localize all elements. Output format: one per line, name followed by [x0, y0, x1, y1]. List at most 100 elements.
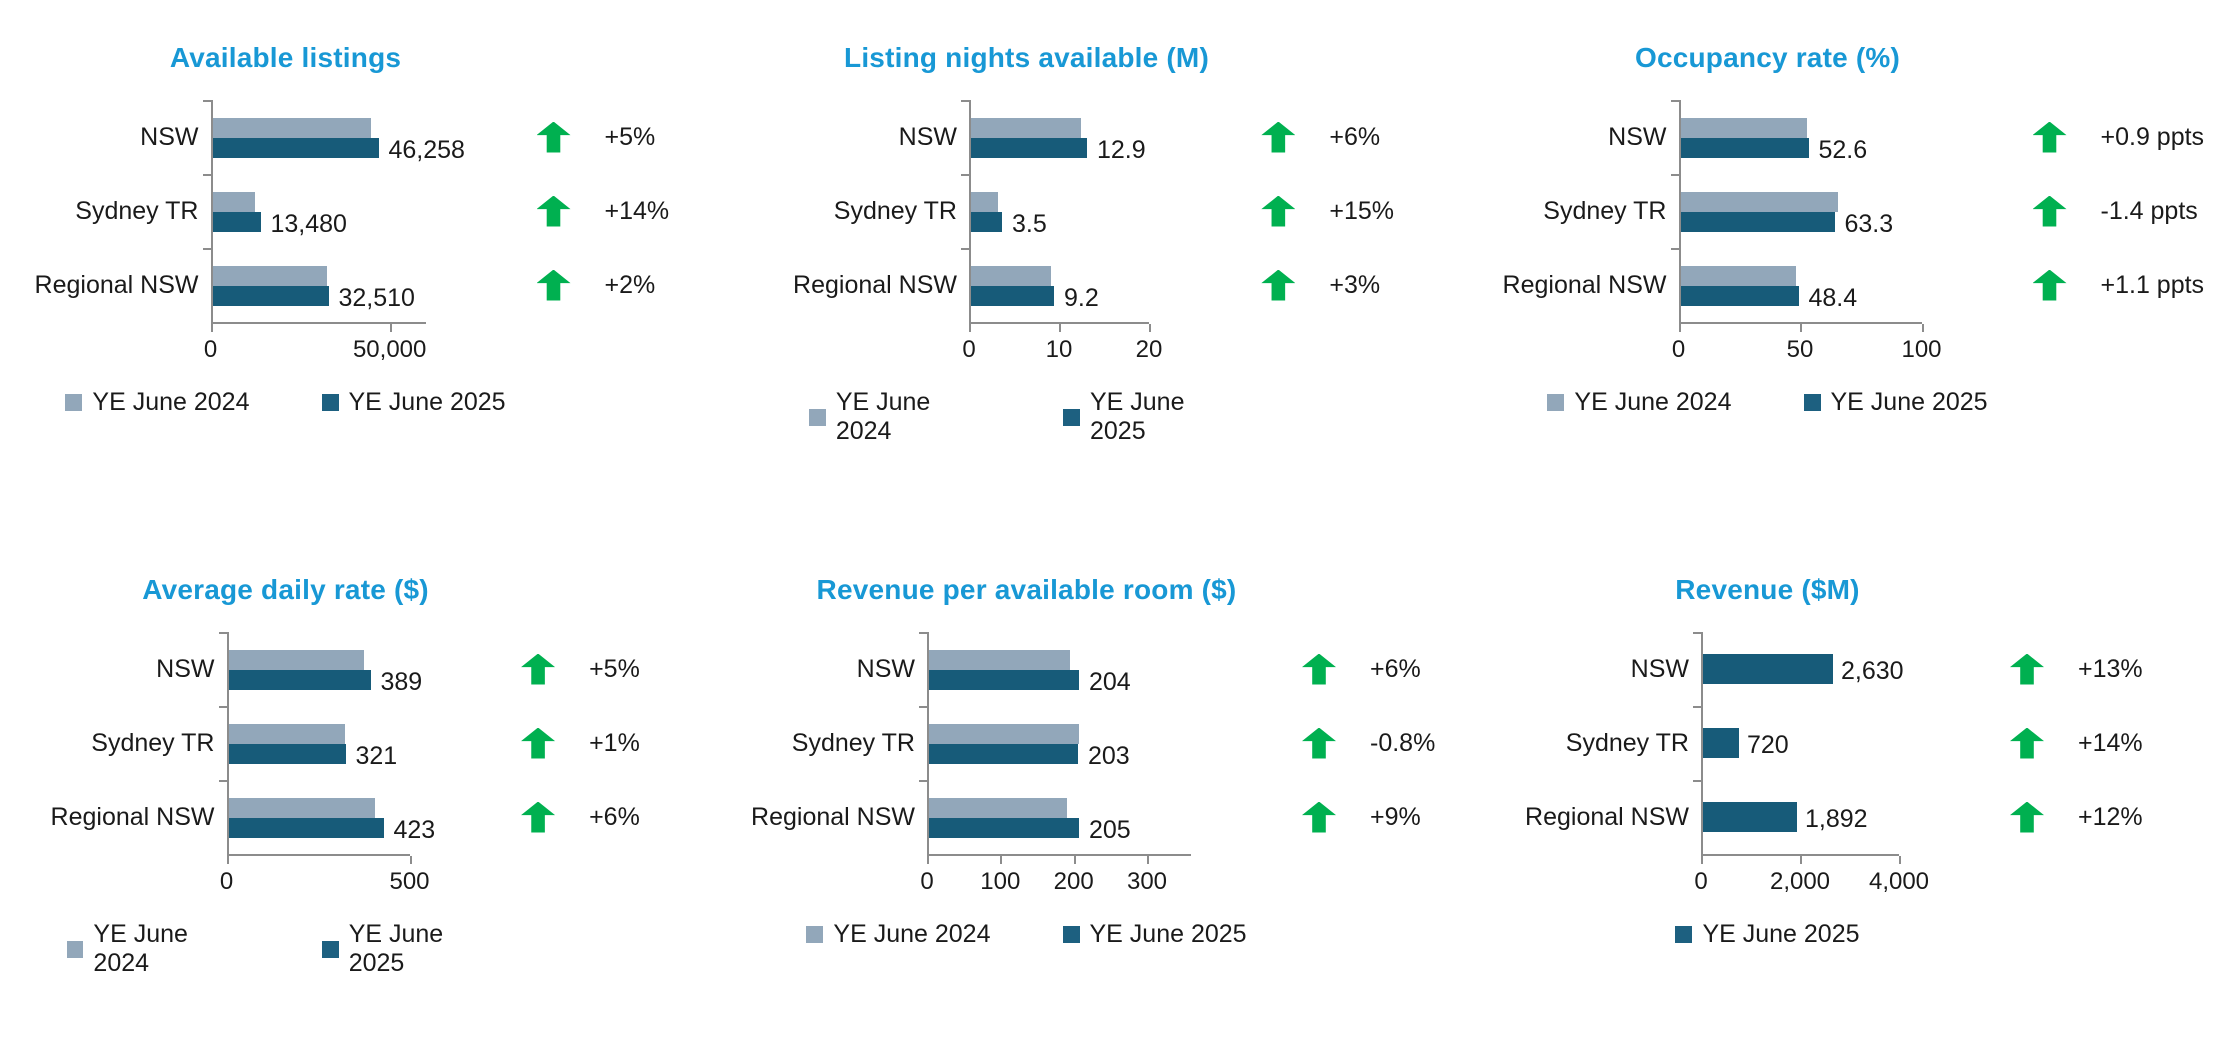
bar-ye-june-2025 [228, 818, 384, 838]
plot-left-column: NSW Sydney TR Regional NSW 52.6 63.3 48.4 0 5… [1503, 100, 2017, 417]
x-axis-tick-label: 50,000 [352, 336, 427, 363]
change-label: +13% [2078, 654, 2143, 683]
x-axis-tick [1701, 856, 1703, 864]
x-axis-tick-label: 10 [1045, 336, 1073, 363]
chart-title-row: Occupancy rate (%) [1519, 42, 2017, 74]
x-axis-tick [1149, 324, 1151, 332]
chart-body: NSW Sydney TR Regional NSW 389 321 423 0 500 … [51, 632, 675, 978]
x-axis-tick [226, 856, 229, 864]
change-row: +3% [1261, 248, 1414, 322]
value-label: 1,892 [1805, 805, 1868, 833]
chart-body: NSW Sydney TR Regional NSW 12.9 3.5 9.2 0 10 2… [793, 100, 1414, 446]
bar-row: 321 [228, 706, 505, 780]
x-axis-tick-label: 500 [389, 868, 430, 895]
category-label: NSW [1630, 654, 1689, 683]
change-label: +5% [589, 654, 640, 683]
change-label: +6% [1370, 654, 1421, 683]
chart-title-row: Listing nights available (M) [809, 42, 1244, 74]
category-label: Regional NSW [751, 802, 915, 831]
plot-row: NSW Sydney TR Regional NSW 52.6 63.3 48.4 [1503, 100, 2017, 322]
plot-row: NSW Sydney TR Regional NSW 46,258 13,480 32,… [35, 100, 521, 322]
plot-row: NSW Sydney TR Regional NSW 2,630 720 1,892 [1525, 632, 1994, 854]
legend-label: YE June 2024 [92, 388, 250, 416]
bar-ye-june-2024 [1680, 192, 1838, 212]
change-column: +6% -0.8% +9% [1286, 632, 1456, 854]
bar-ye-june-2024 [212, 266, 327, 286]
category-labels: NSW Sydney TR Regional NSW [1525, 632, 1701, 854]
bar-ye-june-2024 [1680, 266, 1796, 286]
category-labels: NSW Sydney TR Regional NSW [1503, 100, 1679, 322]
bar-ye-june-2024 [971, 192, 998, 212]
change-row: +2% [536, 248, 691, 322]
category-label: NSW [1608, 122, 1667, 151]
bar-ye-june-2025 [1703, 654, 1833, 684]
change-label: +1.1 ppts [2100, 270, 2205, 299]
y-axis-tick [919, 780, 929, 782]
y-axis-line [927, 632, 929, 854]
value-label: 205 [1089, 816, 1131, 844]
bar-row: 389 [228, 632, 505, 706]
legend-label: YE June 2025 [1089, 388, 1185, 445]
plot-area: 12.9 3.5 9.2 [961, 100, 1244, 322]
up-arrow-icon [536, 195, 571, 227]
bar-row: 9.2 [971, 248, 1244, 322]
y-axis-tick [961, 248, 971, 250]
bar-row: 3.5 [971, 174, 1244, 248]
legend-item: YE June 2024 [1547, 388, 1732, 417]
legend-swatch [1803, 394, 1821, 411]
chart-panel-average-daily-rate: Average daily rate ($) NSW Sydney TR Regio… [51, 574, 675, 978]
bar-ye-june-2025 [929, 818, 1079, 838]
bar-ye-june-2025 [212, 286, 329, 306]
plot-left-column: NSW Sydney TR Regional NSW 2,630 720 1,892 0… [1525, 632, 1994, 949]
change-column: +5% +14% +2% [521, 100, 691, 322]
plot-left-column: NSW Sydney TR Regional NSW 389 321 423 0 500 … [51, 632, 506, 978]
legend-swatch [66, 940, 84, 958]
category-label: Sydney TR [75, 196, 199, 225]
change-column: +13% +14% +12% [1994, 632, 2164, 854]
change-label: +3% [1329, 270, 1381, 299]
legend-item: YE June 2024 [65, 388, 250, 417]
y-axis-tick [1670, 248, 1681, 250]
up-arrow-icon [2032, 195, 2067, 227]
plot-row: NSW Sydney TR Regional NSW 12.9 3.5 9.2 [793, 100, 1245, 322]
bar-ye-june-2025 [1703, 728, 1739, 758]
bar-ye-june-2025 [971, 138, 1087, 158]
x-axis-tick [210, 324, 213, 332]
change-row: -0.8% [1302, 706, 1456, 780]
value-label: 389 [380, 668, 423, 696]
up-arrow-icon [536, 121, 571, 153]
value-label: 321 [355, 742, 398, 770]
change-label: +15% [1329, 196, 1394, 225]
up-arrow-icon [2032, 121, 2067, 153]
category-label: Sydney TR [791, 728, 915, 757]
y-axis-tick [919, 706, 929, 708]
change-row: +6% [1261, 100, 1414, 174]
change-row: +5% [536, 100, 691, 174]
legend-label: YE June 2025 [348, 388, 506, 416]
category-label: Sydney TR [1565, 728, 1689, 757]
category-label: NSW [856, 654, 915, 683]
value-label: 204 [1089, 668, 1131, 696]
plot-area: 46,258 13,480 32,510 [202, 100, 521, 322]
change-column: +0.9 ppts -1.4 ppts +1.1 ppts [2017, 100, 2204, 322]
change-label: +0.9 ppts [2100, 122, 2205, 151]
bar-ye-june-2024 [212, 118, 371, 138]
category-label: Sydney TR [833, 196, 957, 225]
bar-row: 2,630 [1703, 632, 1994, 706]
x-axis-tick [1000, 856, 1003, 864]
plot-left-column: NSW Sydney TR Regional NSW 204 203 205 0 100 2… [751, 632, 1286, 949]
y-axis-tick [1693, 632, 1703, 634]
x-axis: 0 50,000 [204, 322, 427, 370]
y-axis-tick [218, 632, 229, 634]
chart-title: Average daily rate ($) [142, 574, 429, 605]
change-row: +6% [521, 780, 674, 854]
category-label: NSW [140, 122, 199, 151]
bar-ye-june-2024 [971, 266, 1051, 286]
x-axis-tick [1800, 856, 1802, 864]
bar-ye-june-2025 [929, 670, 1079, 690]
legend-label: YE June 2024 [833, 920, 991, 948]
bar-row: 46,258 [212, 100, 521, 174]
up-arrow-icon [1302, 801, 1336, 833]
x-axis-tick-label: 4,000 [1868, 868, 1930, 895]
bar-ye-june-2025 [1680, 286, 1799, 306]
